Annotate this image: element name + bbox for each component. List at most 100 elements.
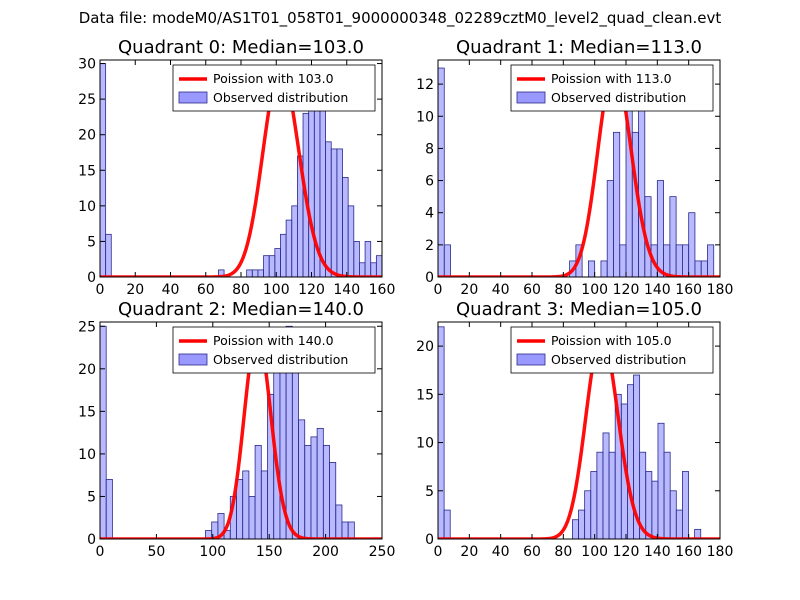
y-tick-label: 8	[425, 141, 434, 157]
legend-line-label: Poission with 105.0	[551, 333, 672, 348]
y-tick-label: 15	[416, 387, 434, 403]
x-tick-label: 100	[263, 282, 290, 298]
histogram-bar	[298, 419, 306, 539]
y-tick-label: 5	[87, 489, 96, 505]
histogram-bar	[218, 269, 225, 277]
histogram-bar	[438, 67, 445, 277]
legend-bar-swatch	[178, 353, 208, 366]
histogram-bar	[260, 470, 268, 539]
y-tick-label: 0	[425, 270, 434, 286]
x-tick-label: 20	[460, 282, 478, 298]
y-tick-label: 10	[78, 447, 96, 463]
subplot-title: Quadrant 0: Median=103.0	[118, 37, 364, 58]
histogram-bar	[669, 196, 677, 277]
legend-bar-label: Observed distribution	[551, 352, 686, 367]
histogram-bar	[246, 269, 253, 277]
histogram-bar	[308, 84, 315, 277]
subplot-quadrant-0: Quadrant 0: Median=103.00 20 40 60 80 100 120 1…	[78, 37, 395, 298]
legend-bar-label: Observed distribution	[213, 352, 348, 367]
y-tick-label: 10	[416, 436, 434, 452]
histogram-bar	[268, 255, 276, 277]
legend-bar-swatch	[516, 353, 546, 366]
x-tick-label: 200	[312, 544, 339, 560]
histogram-bar	[274, 248, 281, 277]
y-tick-label: 20	[78, 362, 96, 378]
y-tick-label: 4	[425, 206, 434, 222]
plot-area	[438, 326, 720, 539]
histogram-bar	[707, 244, 715, 277]
histogram-bar	[236, 479, 244, 539]
y-tick-label: 25	[78, 92, 96, 108]
x-tick-label: 20	[460, 544, 478, 560]
histogram-bar	[310, 436, 318, 539]
y-tick-label: 0	[87, 532, 96, 548]
x-tick-label: 80	[554, 282, 572, 298]
histogram-bar	[619, 244, 627, 277]
x-tick-label: 100	[199, 544, 226, 560]
histogram-bar	[627, 384, 634, 539]
poisson-curve	[100, 67, 382, 277]
x-tick-label: 160	[675, 282, 702, 298]
histogram-bar	[336, 148, 343, 277]
histogram-bar	[105, 479, 113, 539]
y-tick-label: 15	[78, 404, 96, 420]
histogram-bar	[682, 244, 690, 277]
legend-bar-label: Observed distribution	[551, 90, 686, 105]
histogram-bar	[572, 519, 579, 539]
x-tick-label: 160	[675, 544, 702, 560]
histogram-bar	[669, 490, 677, 539]
legend-line-label: Poission with 103.0	[213, 71, 334, 86]
legend: Poission with 113.0 Observed distribution	[510, 64, 714, 112]
x-tick-label: 80	[554, 544, 572, 560]
histogram-bar	[329, 462, 337, 539]
x-tick-label: 40	[492, 282, 510, 298]
histogram-bar	[675, 509, 683, 539]
histogram-bar	[602, 432, 610, 539]
poisson-curve	[438, 66, 720, 277]
x-tick-label: 100	[581, 544, 608, 560]
histogram-bar	[347, 521, 355, 539]
x-tick-label: 140	[644, 544, 671, 560]
histogram-bar	[280, 233, 287, 277]
histogram-bar	[438, 326, 445, 539]
x-tick-label: 60	[197, 282, 215, 298]
subplot-quadrant-1: Quadrant 1: Median=113.00 20 40 60 80 100 120 1…	[416, 37, 733, 298]
subplot-title: Quadrant 1: Median=113.0	[456, 37, 702, 58]
y-tick-label: 5	[87, 234, 96, 250]
y-tick-label: 10	[416, 109, 434, 125]
histogram-bar	[608, 451, 616, 539]
axes-frame	[99, 321, 383, 540]
x-tick-label: 60	[523, 544, 541, 560]
histogram-bar	[656, 180, 664, 277]
x-tick-label: 40	[162, 282, 180, 298]
x-tick-label: 150	[256, 544, 283, 560]
legend: Poission with 103.0 Observed distribution	[172, 64, 376, 112]
subplot-title: Quadrant 3: Median=105.0	[456, 299, 702, 320]
x-tick-label: 250	[369, 544, 396, 560]
histogram-bar	[375, 255, 382, 277]
y-tick-label: 15	[78, 163, 96, 179]
axes-frame	[437, 59, 721, 278]
y-tick-label: 10	[78, 199, 96, 215]
histogram-bar	[347, 205, 355, 277]
histogram-bar	[335, 504, 343, 539]
axes-frame	[437, 321, 721, 540]
legend-line-label: Poission with 113.0	[551, 71, 672, 86]
histogram-bar	[584, 490, 592, 539]
histogram-bar	[316, 427, 324, 539]
histogram-bar	[342, 176, 349, 277]
histogram-bar	[370, 262, 377, 277]
histogram-bar	[322, 444, 330, 539]
histogram-bar	[263, 255, 270, 277]
legend: Poission with 140.0 Observed distribution	[172, 326, 376, 374]
histogram-bar	[700, 260, 708, 277]
x-tick-label: 20	[126, 282, 144, 298]
histogram-bar	[257, 269, 264, 277]
histogram-bar	[341, 521, 349, 539]
y-tick-label: 20	[78, 128, 96, 144]
histogram-bar	[600, 260, 608, 277]
x-tick-label: 0	[434, 544, 443, 560]
y-tick-label: 30	[78, 57, 96, 73]
